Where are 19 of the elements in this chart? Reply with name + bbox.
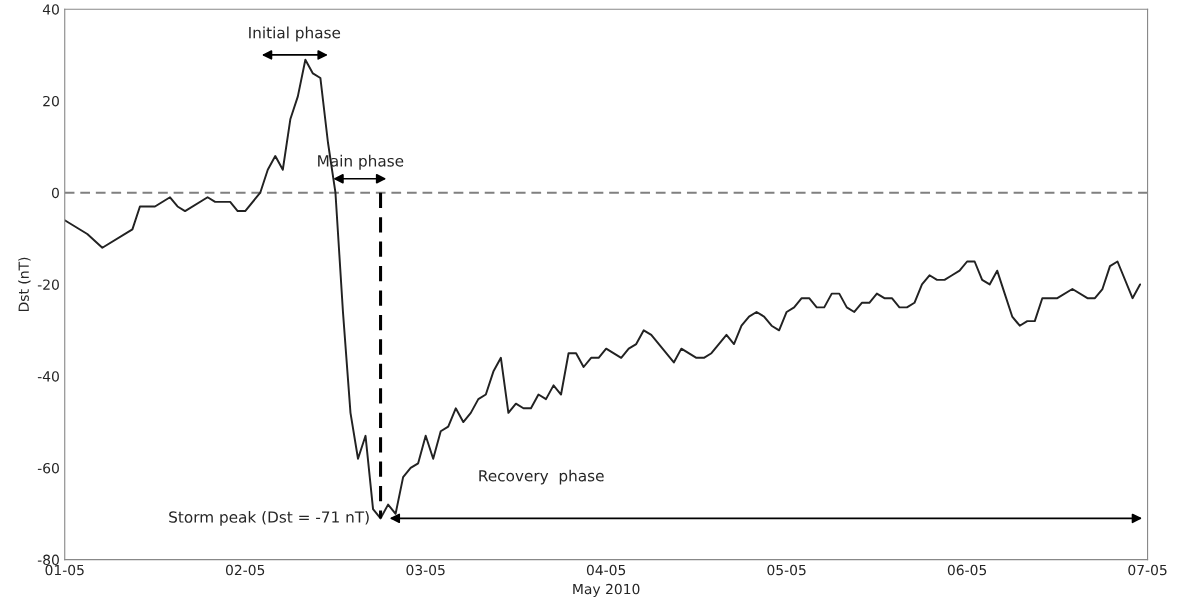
y-axis-title: Dst (nT) xyxy=(18,257,31,312)
x-tick-label: 01-05 xyxy=(45,564,84,576)
x-tick-label: 05-05 xyxy=(767,564,806,576)
y-tick-label: -20 xyxy=(37,279,59,290)
annotation: Recovery phase xyxy=(479,469,604,485)
annotation: Initial phase xyxy=(249,26,341,42)
y-tick-label: -80 xyxy=(37,554,59,566)
y-tick-label: 0 xyxy=(51,187,59,199)
x-tick-label: 07-05 xyxy=(1128,564,1167,576)
x-axis-title: May 2010 xyxy=(573,583,640,597)
x-tick-label: 04-05 xyxy=(586,564,626,576)
y-tick-label: -60 xyxy=(37,462,59,474)
x-tick-label: 06-05 xyxy=(947,564,987,576)
x-tick-label: 02-05 xyxy=(225,564,265,576)
y-tick-label: 40 xyxy=(42,4,59,15)
x-tick-label: 03-05 xyxy=(406,564,445,576)
y-tick-label: -40 xyxy=(37,371,59,382)
y-tick-label: 20 xyxy=(43,95,59,107)
annotation: Storm peak (Dst = -71 nT) xyxy=(169,510,369,526)
